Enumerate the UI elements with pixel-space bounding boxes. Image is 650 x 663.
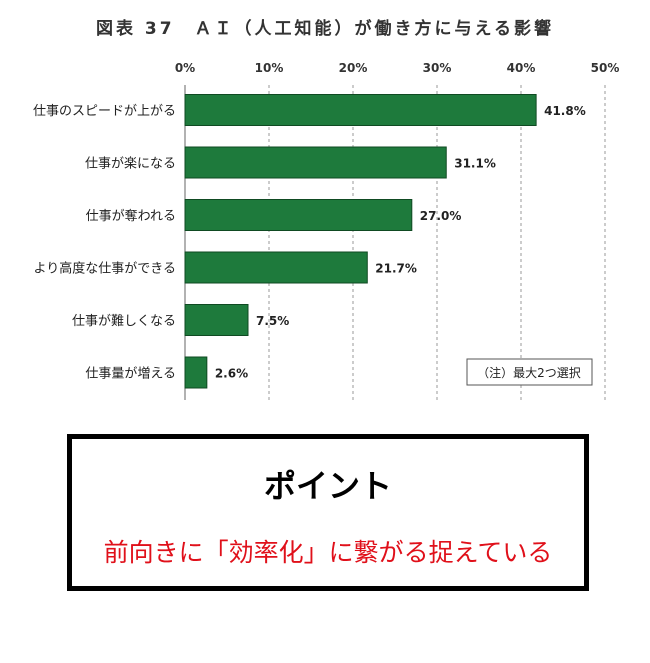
bar	[184, 199, 413, 231]
bar	[184, 304, 249, 336]
chart-title: 図表 37 ＡＩ（人工知能）が働き方に与える影響	[95, 19, 555, 39]
value-label: 27.0%	[420, 209, 462, 223]
category-label: 仕事が奪われる	[86, 208, 176, 224]
x-tick-label: 50%	[591, 61, 620, 75]
bar-chart: 0% 10% 20% 30% 40% 50% 仕事のスピードが上がる仕事が楽になる仕事が奪…	[33, 61, 620, 400]
x-tick-label: 30%	[423, 61, 452, 75]
x-tick-label: 40%	[507, 61, 536, 75]
bar	[184, 146, 447, 179]
bar	[184, 251, 368, 284]
x-tick-label: 0%	[175, 61, 195, 75]
value-label: 2.6%	[215, 367, 248, 381]
point-text: 前向きに「効率化」に繋がる捉えている	[103, 538, 553, 567]
bar	[184, 94, 537, 126]
category-labels: 仕事のスピードが上がる仕事が楽になる仕事が奪われるより高度な仕事ができる仕事が難…	[33, 104, 176, 382]
point-box: ポイント 前向きに「効率化」に繋がる捉えている	[67, 434, 589, 591]
category-label: 仕事のスピードが上がる	[33, 104, 176, 119]
value-label: 21.7%	[375, 262, 417, 276]
bar	[184, 356, 208, 389]
point-heading: ポイント	[263, 467, 392, 505]
note-text: （注）最大2つ選択	[477, 365, 581, 380]
x-tick-labels: 0% 10% 20% 30% 40% 50%	[175, 61, 620, 75]
value-label: 31.1%	[454, 157, 496, 171]
note-box-frame	[466, 358, 593, 386]
grid-lines	[184, 85, 606, 400]
value-label: 7.5%	[256, 314, 289, 328]
category-label: 仕事が楽になる	[85, 156, 176, 172]
value-labels: 41.8% 31.1% 27.0% 21.7% 7.5% 2.6%	[215, 104, 586, 381]
category-label: より高度な仕事ができる	[34, 261, 176, 277]
x-tick-label: 20%	[339, 61, 368, 75]
category-label: 仕事が難しくなる	[72, 314, 176, 329]
category-label: 仕事量が増える	[85, 367, 176, 382]
bars	[184, 94, 537, 389]
x-tick-label: 10%	[255, 61, 284, 75]
value-label: 41.8%	[544, 104, 586, 118]
note-box: （注）最大2つ選択	[466, 358, 593, 386]
